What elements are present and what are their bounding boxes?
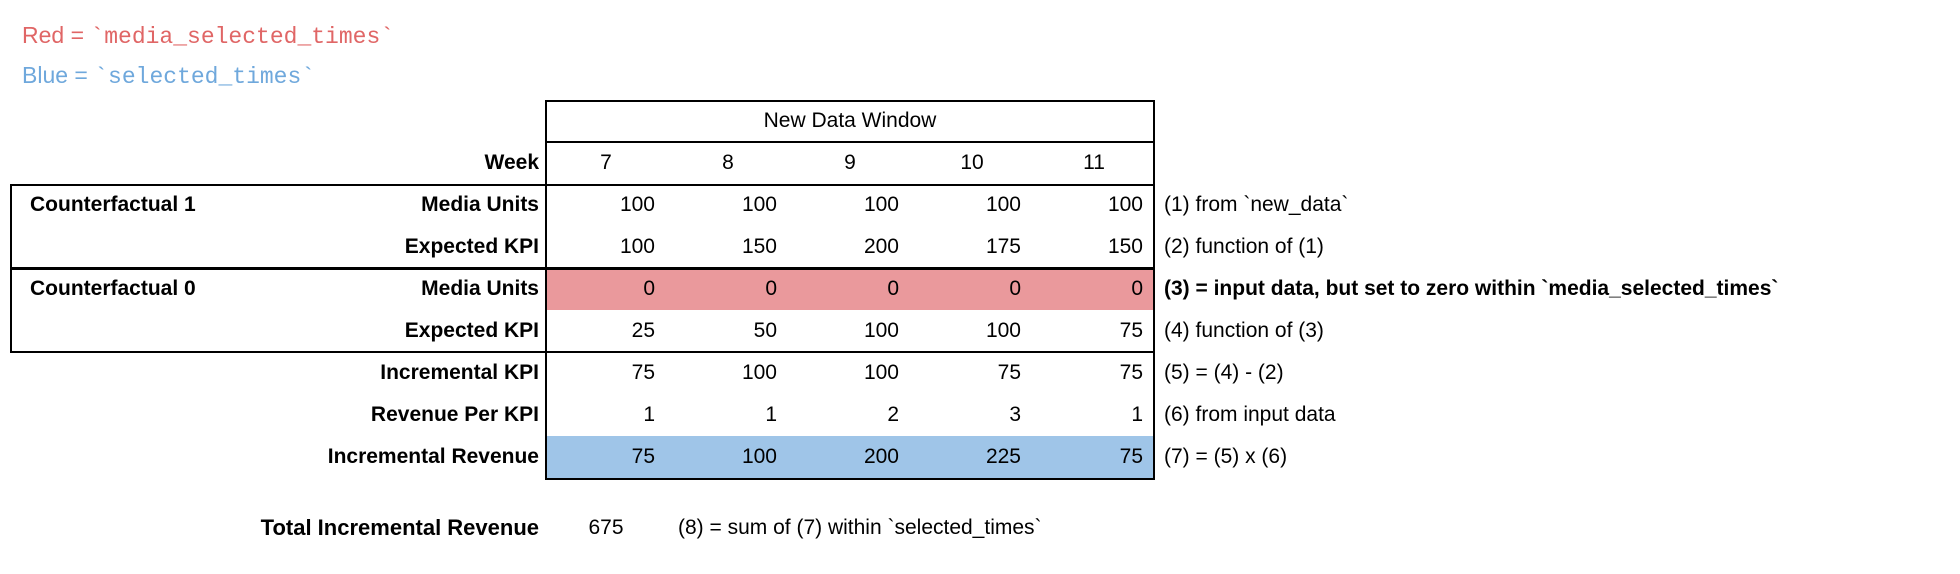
legend-blue-prefix: Blue = [22, 62, 95, 88]
data-cell: 2 [887, 403, 899, 426]
week-row: Week 7 8 9 10 11 [0, 142, 1960, 184]
data-cell: 50 [753, 319, 777, 342]
legend-red-line: Red = `media_selected_times` [22, 16, 394, 56]
row-label: Media Units [421, 277, 539, 300]
week-label: Week [484, 151, 539, 174]
row-annotation: (2) function of (1) [1164, 235, 1324, 258]
row-annotation: (1) from `new_data` [1164, 193, 1349, 216]
legend-red-prefix: Red = [22, 22, 91, 48]
data-cell: 100 [985, 319, 1021, 342]
data-cell: 200 [863, 235, 899, 258]
total-annotation: (8) = sum of (7) within `selected_times` [678, 516, 1042, 539]
legend-blue-code: `selected_times` [94, 64, 316, 90]
data-cell: 25 [631, 319, 655, 342]
data-cell: 0 [1033, 268, 1155, 310]
week-value: 9 [844, 151, 856, 174]
row-annotation: (3) = input data, but set to zero within… [1164, 277, 1779, 300]
week-value: 7 [600, 151, 612, 174]
table-header-title: New Data Window [763, 109, 937, 132]
row-annotation: (6) from input data [1164, 403, 1336, 426]
blue-highlight-band: 75 100 200 225 75 [545, 436, 1155, 478]
data-cell: 0 [667, 268, 789, 310]
row-label: Incremental Revenue [327, 445, 539, 468]
row-label: Incremental KPI [380, 361, 539, 384]
data-cell: 100 [863, 319, 899, 342]
data-cell: 0 [545, 268, 667, 310]
data-cell: 1 [643, 403, 655, 426]
data-cell: 75 [1119, 319, 1143, 342]
data-cell: 100 [619, 235, 655, 258]
calculation-table: New Data Window Week 7 8 9 10 11 Counter… [0, 100, 1960, 478]
table-row-cf0-media-units: Counterfactual 0 Media Units 0 0 0 0 0 (… [0, 268, 1960, 310]
data-cell: 225 [911, 436, 1033, 478]
table-row-cf1-expected-kpi: Expected KPI 100 150 200 175 150 (2) fun… [0, 226, 1960, 268]
group-label-counterfactual-1: Counterfactual 1 [30, 193, 196, 216]
table-row-revenue-per-kpi: Revenue Per KPI 1 1 2 3 1 (6) from input… [0, 394, 1960, 436]
total-label: Total Incremental Revenue [260, 515, 539, 540]
legend-blue-line: Blue = `selected_times` [22, 56, 394, 96]
total-row: Total Incremental Revenue 675 (8) = sum … [0, 507, 1960, 549]
header-spacer [0, 100, 545, 142]
red-highlight-band: 0 0 0 0 0 [545, 268, 1155, 310]
data-cell: 75 [1119, 361, 1143, 384]
data-cell: 100 [667, 436, 789, 478]
data-cell: 100 [985, 193, 1021, 216]
data-cell: 175 [985, 235, 1021, 258]
data-cell: 3 [1009, 403, 1021, 426]
table-row-incremental-revenue: Incremental Revenue 75 100 200 225 75 (7… [0, 436, 1960, 478]
data-cell: 0 [789, 268, 911, 310]
color-legend: Red = `media_selected_times` Blue = `sel… [22, 16, 394, 96]
row-label: Expected KPI [404, 319, 539, 342]
data-cell: 150 [741, 235, 777, 258]
legend-red-code: `media_selected_times` [90, 24, 395, 50]
row-annotation: (5) = (4) - (2) [1164, 361, 1284, 384]
row-annotation: (4) function of (3) [1164, 319, 1324, 342]
row-label: Revenue Per KPI [370, 403, 539, 426]
data-cell: 150 [1107, 235, 1143, 258]
total-value: 675 [588, 516, 624, 539]
row-label: Media Units [421, 193, 539, 216]
data-cell: 1 [765, 403, 777, 426]
group-label-counterfactual-0: Counterfactual 0 [30, 277, 196, 300]
data-cell: 100 [863, 361, 899, 384]
table-row-incremental-kpi: Incremental KPI 75 100 100 75 75 (5) = (… [0, 352, 1960, 394]
data-cell: 100 [741, 193, 777, 216]
week-value: 8 [722, 151, 734, 174]
table-row-cf0-expected-kpi: Expected KPI 25 50 100 100 75 (4) functi… [0, 310, 1960, 352]
data-cell: 75 [545, 436, 667, 478]
data-cell: 75 [1033, 436, 1155, 478]
row-label: Expected KPI [404, 235, 539, 258]
data-cell: 100 [619, 193, 655, 216]
table-row-cf1-media-units: Counterfactual 1 Media Units 100 100 100… [0, 184, 1960, 226]
data-cell: 100 [1107, 193, 1143, 216]
row-annotation: (7) = (5) x (6) [1164, 445, 1288, 468]
data-cell: 100 [863, 193, 899, 216]
week-value: 11 [1083, 151, 1105, 174]
data-cell: 75 [631, 361, 655, 384]
data-cell: 0 [911, 268, 1033, 310]
data-cell: 100 [741, 361, 777, 384]
data-cell: 75 [997, 361, 1021, 384]
table-header-row: New Data Window [0, 100, 1960, 142]
week-value: 10 [960, 151, 984, 174]
data-cell: 1 [1131, 403, 1143, 426]
data-cell: 200 [789, 436, 911, 478]
